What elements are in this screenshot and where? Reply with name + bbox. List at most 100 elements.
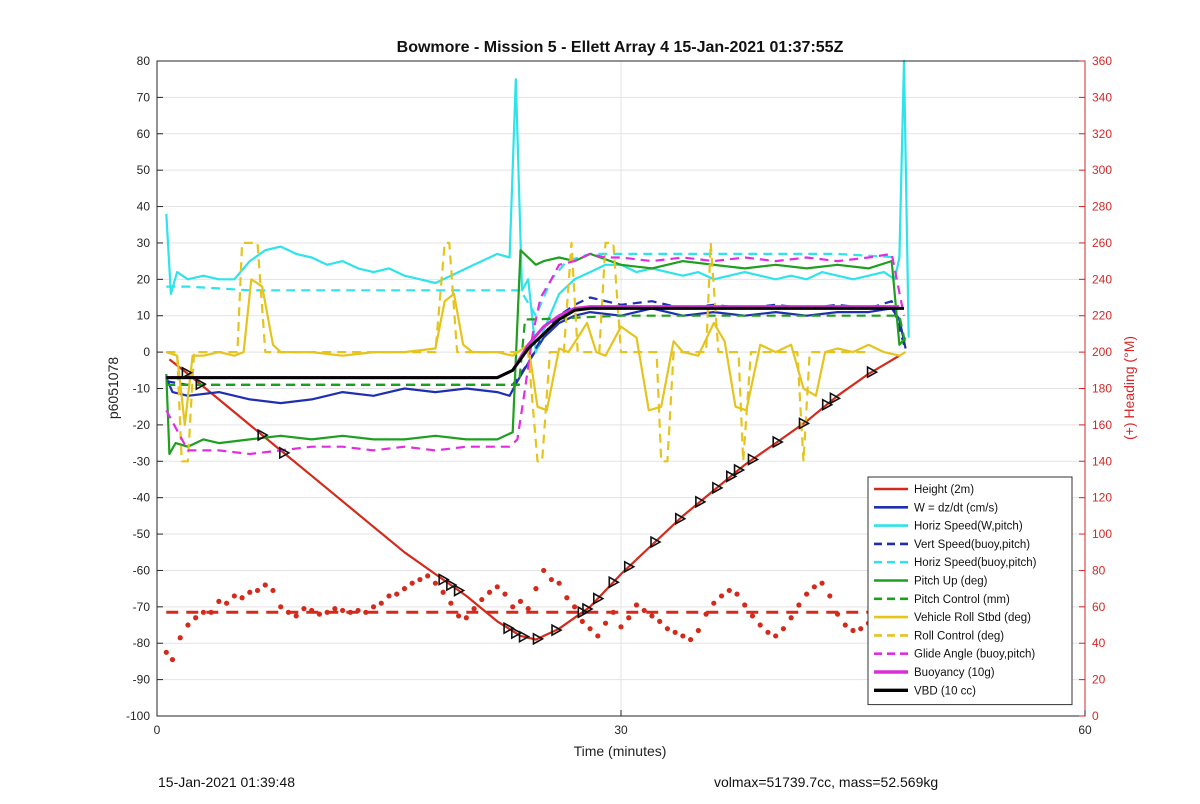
- height-marker: [518, 630, 531, 644]
- y-tick-label: -20: [133, 418, 151, 432]
- heading-point: [486, 589, 493, 595]
- heading-point: [579, 618, 585, 624]
- height-marker: [453, 584, 466, 597]
- height-marker: [821, 398, 834, 412]
- y-tick-label: 40: [137, 200, 151, 214]
- heading-point: [285, 609, 292, 615]
- y-tick-label: -80: [133, 636, 151, 650]
- heading-point: [386, 593, 392, 599]
- heading-point: [749, 613, 756, 619]
- y-tick-label: -90: [133, 673, 151, 687]
- height-marker: [181, 366, 194, 380]
- heading-point: [842, 622, 848, 628]
- heading-point: [718, 593, 725, 599]
- heading-point: [688, 636, 694, 643]
- heading-point: [819, 580, 825, 586]
- heading-point: [340, 607, 346, 614]
- heading-point: [618, 624, 624, 630]
- heading-point: [734, 591, 740, 597]
- x-axis-label: Time (minutes): [574, 743, 667, 759]
- heading-point: [440, 589, 446, 595]
- height-marker: [772, 435, 784, 449]
- marker-layer: [181, 365, 879, 646]
- heading-point: [463, 615, 469, 621]
- x-tick-label: 60: [1078, 723, 1092, 737]
- y-tick-label: 10: [137, 309, 151, 323]
- footer-timestamp: 15-Jan-2021 01:39:48: [158, 774, 295, 790]
- heading-point: [254, 587, 261, 594]
- legend-label-vbd-10-cc: VBD (10 cc): [914, 685, 976, 697]
- heading-point: [827, 593, 833, 599]
- y2-tick-label: 320: [1092, 127, 1112, 141]
- y-tick-label: 50: [137, 163, 151, 177]
- heading-point: [270, 587, 276, 594]
- legend-label-horiz-speed-buoy-pitch: Horiz Speed(buoy,pitch): [914, 557, 1037, 569]
- height-marker: [674, 512, 687, 526]
- y-axis-right-label: (+) Heading (°M): [1121, 336, 1137, 440]
- y2-tick-label: 0: [1092, 709, 1099, 723]
- chart-title: Bowmore - Mission 5 - Ellett Array 4 15-…: [397, 39, 844, 56]
- height-marker: [532, 632, 545, 646]
- y2-tick-label: 280: [1092, 200, 1112, 214]
- heading-point: [510, 604, 516, 610]
- heading-point: [610, 609, 616, 615]
- y-tick-label: -40: [133, 491, 151, 505]
- y2-tick-label: 220: [1092, 309, 1112, 323]
- height-marker: [279, 446, 291, 460]
- legend-label-vehicle-roll-stbd-deg: Vehicle Roll Stbd (deg): [914, 612, 1031, 624]
- series-line-vehicle-roll-stbd-deg: [165, 278, 907, 426]
- heading-point: [479, 596, 485, 603]
- heading-point: [448, 600, 454, 606]
- y-tick-label: 70: [137, 90, 151, 104]
- heading-point: [765, 629, 771, 635]
- heading-point: [680, 633, 686, 639]
- heading-point: [293, 613, 299, 619]
- height-marker: [712, 481, 724, 495]
- height-marker: [608, 575, 620, 589]
- x-tick-label: 0: [154, 723, 161, 737]
- x-axis: 0 30 60: [154, 710, 1092, 737]
- heading-point: [401, 586, 408, 592]
- heading-point: [587, 626, 593, 632]
- series-line-glide-angle-buoy-pitch: [165, 252, 906, 456]
- heading-point: [239, 595, 245, 601]
- heading-point: [247, 589, 253, 595]
- heading-point: [649, 613, 655, 619]
- legend: Height (2m) W = dz/dt (cm/s) Horiz Speed(W…: [867, 476, 1073, 706]
- heading-point: [850, 627, 856, 634]
- heading-point: [169, 656, 176, 663]
- y-tick-label: -30: [133, 454, 151, 468]
- legend-label-horiz-speed-w-pitch: Horiz Speed(W,pitch): [914, 521, 1023, 533]
- heading-point: [641, 607, 647, 614]
- y-tick-label: 80: [137, 54, 151, 68]
- heading-point: [726, 587, 732, 594]
- height-marker: [798, 417, 811, 430]
- y2-tick-label: 40: [1092, 636, 1106, 650]
- y-tick-label: 0: [143, 345, 150, 359]
- heading-point: [309, 607, 315, 614]
- heading-point: [757, 622, 763, 628]
- heading-point: [711, 600, 717, 606]
- height-marker: [503, 621, 515, 635]
- height-marker: [695, 495, 707, 509]
- heading-point: [185, 622, 191, 628]
- y2-tick-label: 60: [1092, 600, 1106, 614]
- series-line-roll-control-deg: [166, 241, 869, 463]
- y2-tick-label: 160: [1092, 418, 1112, 432]
- heading-point: [804, 591, 810, 597]
- heading-point: [301, 606, 307, 612]
- heading-point: [316, 611, 322, 617]
- legend-label-height-2m: Height (2m): [914, 484, 974, 496]
- y-tick-label: -10: [133, 382, 151, 396]
- height-marker: [592, 592, 605, 606]
- y-tick-label: -100: [126, 709, 150, 723]
- legend-label-roll-control-deg: Roll Control (deg): [914, 630, 1004, 642]
- heading-point: [355, 607, 361, 614]
- heading-point: [278, 604, 284, 610]
- series-line-pitch-control-mm: [166, 314, 907, 386]
- heading-point: [811, 584, 817, 590]
- y-tick-label: 20: [137, 272, 151, 286]
- y2-tick-label: 20: [1092, 673, 1106, 687]
- heading-point: [378, 600, 384, 606]
